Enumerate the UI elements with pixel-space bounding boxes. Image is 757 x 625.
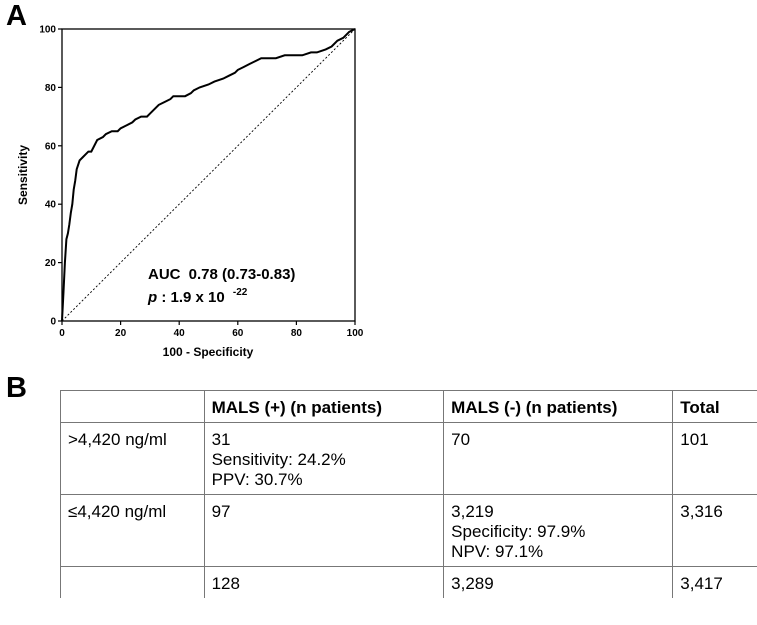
row-label: ≤4,420 ng/ml bbox=[60, 494, 205, 567]
p-exponent: -22 bbox=[233, 287, 248, 298]
x-tick-label: 20 bbox=[115, 328, 127, 339]
x-tick-label: 40 bbox=[174, 328, 186, 339]
reference-diagonal-line bbox=[61, 28, 356, 322]
cell-total: 101 bbox=[672, 422, 757, 495]
auc-label: AUC bbox=[148, 266, 181, 283]
y-tick-label: 60 bbox=[45, 141, 57, 152]
y-tick-label: 0 bbox=[50, 317, 56, 328]
row-label: >4,420 ng/ml bbox=[60, 422, 205, 495]
row-label bbox=[60, 566, 205, 598]
header-total: Total bbox=[672, 390, 757, 423]
header-mals-positive: MALS (+) (n patients) bbox=[203, 390, 445, 423]
roc-curve bbox=[61, 28, 356, 322]
cell-mals-negative: 3,289 bbox=[443, 566, 674, 598]
y-axis-title: Sensitivity bbox=[16, 145, 30, 205]
table-header-row: MALS (+) (n patients) MALS (-) (n patien… bbox=[60, 390, 757, 423]
p-annotation: p : 1.9 x 10 -22 bbox=[147, 287, 248, 306]
y-tick-label: 40 bbox=[45, 200, 57, 211]
p-label: p bbox=[147, 289, 157, 306]
cell-mals-positive: 128 bbox=[203, 566, 445, 598]
x-axis-title: 100 - Specificity bbox=[163, 345, 254, 359]
auc-value: 0.78 (0.73-0.83) bbox=[189, 266, 296, 283]
x-tick-label: 0 bbox=[59, 328, 65, 339]
cell-mals-negative: 70 bbox=[443, 422, 674, 495]
header-blank bbox=[60, 390, 205, 423]
table-row: ≤4,420 ng/ml 97 3,219 Specificity: 97.9%… bbox=[60, 494, 757, 567]
y-tick-label: 100 bbox=[39, 25, 56, 36]
p-value: : 1.9 x 10 bbox=[161, 289, 224, 306]
panel-a-label: A bbox=[6, 0, 27, 32]
chart-axes: 0 20 40 60 80 100 0 20 40 60 80 100 bbox=[39, 25, 363, 340]
roc-chart: 0 20 40 60 80 100 0 20 40 60 80 100 Sensitivity 100… bbox=[16, 25, 364, 360]
panel-b-label: B bbox=[6, 372, 27, 404]
x-tick-label: 60 bbox=[232, 328, 244, 339]
cell-total: 3,417 bbox=[672, 566, 757, 598]
auc-annotation: AUC 0.78 (0.73-0.83) bbox=[148, 266, 295, 283]
plot-frame bbox=[61, 28, 356, 322]
table-row: >4,420 ng/ml 31 Sensitivity: 24.2% PPV: … bbox=[60, 422, 757, 495]
header-mals-negative: MALS (-) (n patients) bbox=[443, 390, 674, 423]
series-layer bbox=[61, 28, 356, 322]
cell-total: 3,316 bbox=[672, 494, 757, 567]
x-tick-label: 100 bbox=[347, 328, 364, 339]
table-row: 128 3,289 3,417 bbox=[60, 566, 757, 598]
x-tick-label: 80 bbox=[291, 328, 303, 339]
cell-mals-positive: 31 Sensitivity: 24.2% PPV: 30.7% bbox=[203, 422, 445, 495]
cell-mals-negative: 3,219 Specificity: 97.9% NPV: 97.1% bbox=[443, 494, 674, 567]
diagnostic-table: MALS (+) (n patients) MALS (-) (n patien… bbox=[60, 390, 757, 598]
cell-mals-positive: 97 bbox=[203, 494, 445, 567]
y-tick-label: 80 bbox=[45, 83, 57, 94]
y-tick-label: 20 bbox=[45, 258, 57, 269]
